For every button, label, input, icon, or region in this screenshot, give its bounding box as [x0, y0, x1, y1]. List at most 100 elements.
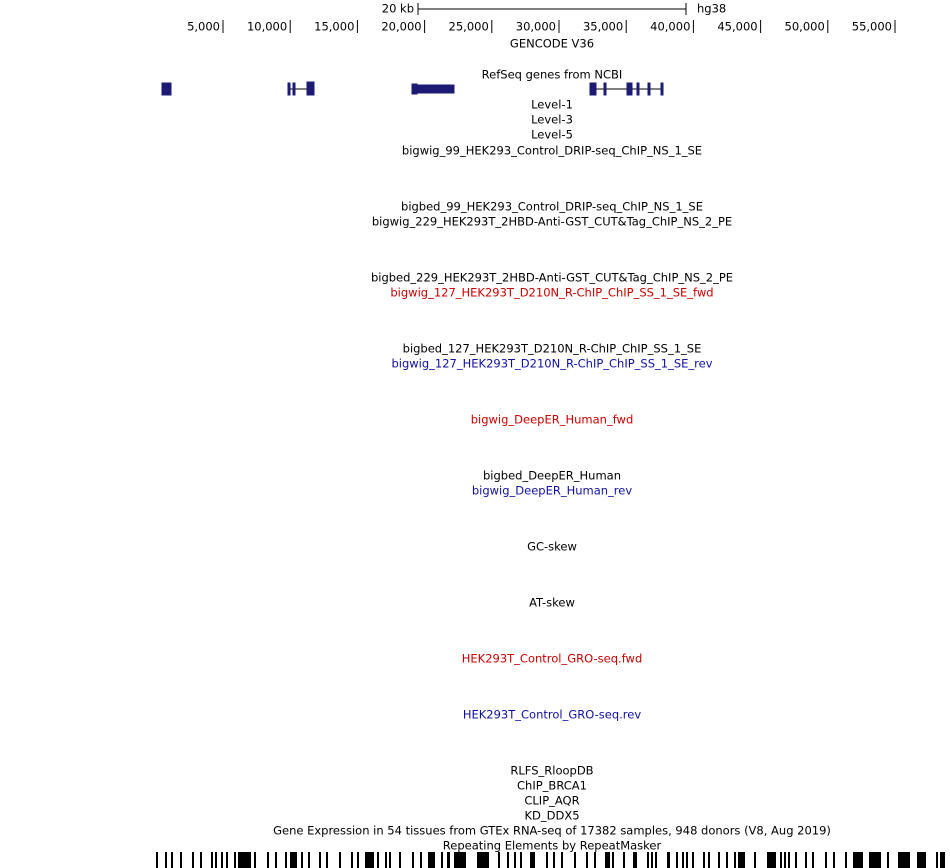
repeat-block: [171, 852, 173, 868]
repeat-block: [275, 852, 277, 868]
track-label: GENCODE V36: [510, 37, 594, 51]
track-label: bigwig_229_HEK293T_2HBD-Anti-GST_CUT&Tag…: [372, 215, 732, 229]
repeat-block: [633, 852, 637, 868]
repeat-block: [605, 852, 610, 868]
repeat-block: [805, 852, 807, 868]
repeat-block: [788, 852, 790, 868]
repeat-block: [514, 852, 516, 868]
repeat-block: [234, 852, 236, 868]
track-label: RefSeq genes from NCBI: [482, 68, 623, 82]
repeat-block: [215, 852, 217, 868]
repeat-block: [869, 852, 881, 868]
repeat-block: [574, 852, 576, 868]
track-label: Level-3: [531, 113, 573, 127]
repeat-block: [703, 852, 705, 868]
track-labels: GENCODE V36 RefSeq genes from NCBI Level-1…: [273, 37, 831, 853]
track-label: bigbed_127_HEK293T_D210N_R-ChIP_ChIP_SS_…: [403, 342, 702, 356]
repeat-block: [887, 852, 889, 868]
track-label: AT-skew: [529, 596, 575, 610]
track-label: HEK293T_Control_GRO-seq.fwd: [462, 652, 643, 666]
repeat-block: [200, 852, 202, 868]
track-label: Level-5: [531, 128, 573, 142]
ruler-label: 40,000: [650, 20, 690, 34]
track-label: ChIP_BRCA1: [517, 779, 587, 793]
ruler-label: 45,000: [717, 20, 757, 34]
scale-size: 20 kb: [382, 2, 414, 16]
repeat-block: [734, 852, 736, 868]
ruler-label: 30,000: [516, 20, 556, 34]
track-label: bigbed_229_HEK293T_2HBD-Anti-GST_CUT&Tag…: [371, 271, 733, 285]
repeat-block: [192, 852, 194, 868]
ruler-label: 55,000: [852, 20, 892, 34]
repeat-block: [447, 852, 450, 868]
repeat-block: [833, 852, 835, 868]
repeat-block: [812, 852, 814, 868]
track-label: CLIP_AQR: [524, 794, 579, 808]
track-label: bigwig_127_HEK293T_D210N_R-ChIP_ChIP_SS_…: [390, 286, 713, 300]
repeat-block: [326, 852, 328, 868]
repeat-block: [767, 852, 776, 868]
repeat-block: [682, 852, 684, 868]
track-label: bigwig_127_HEK293T_D210N_R-ChIP_ChIP_SS_…: [391, 357, 712, 371]
repeat-block: [412, 852, 414, 868]
repeat-block: [385, 852, 387, 868]
repeat-block: [780, 852, 782, 868]
ruler-label: 20,000: [381, 20, 421, 34]
track-label: Gene Expression in 54 tissues from GTEx …: [273, 824, 831, 838]
repeat-block: [165, 852, 167, 868]
track-label: bigwig_DeepER_Human_rev: [472, 484, 633, 498]
repeat-block: [319, 852, 321, 868]
repeat-block: [357, 852, 359, 868]
repeat-block: [156, 852, 158, 868]
repeat-block: [365, 852, 374, 868]
repeat-block: [477, 852, 489, 868]
track-label: bigbed_DeepER_Human: [483, 469, 621, 483]
repeat-block: [389, 852, 391, 868]
repeat-block: [940, 852, 945, 868]
repeat-block: [676, 852, 678, 868]
repeat-block: [267, 852, 269, 868]
repeat-block: [667, 852, 670, 868]
track-label: RLFS_RloopDB: [510, 764, 593, 778]
repeat-block: [647, 852, 649, 868]
repeat-block: [936, 852, 938, 868]
repeat-block: [718, 852, 720, 868]
repeat-block: [692, 852, 694, 868]
track-label: HEK293T_Control_GRO-seq.rev: [463, 708, 641, 722]
repeat-block: [399, 852, 401, 868]
repeat-block: [254, 852, 256, 868]
repeat-block: [825, 852, 827, 868]
repeat-block: [655, 852, 657, 868]
repeat-block: [290, 852, 297, 868]
repeat-block: [301, 852, 303, 868]
repeat-block: [845, 852, 847, 868]
repeat-block: [238, 852, 251, 868]
repeat-block: [553, 852, 555, 868]
repeat-block: [308, 852, 310, 868]
repeat-block: [420, 852, 422, 868]
repeat-block: [623, 852, 625, 868]
repeat-block: [651, 852, 653, 868]
repeat-block: [754, 852, 756, 868]
repeat-block: [917, 852, 926, 868]
track-label: bigwig_99_HEK293_Control_DRIP-seq_ChIP_N…: [402, 144, 702, 158]
repeat-block: [561, 852, 563, 868]
repeat-block: [520, 852, 522, 868]
track-label: Repeating Elements by RepeatMasker: [443, 839, 662, 853]
repeat-block: [221, 852, 223, 868]
repeat-block: [498, 852, 500, 868]
repeat-block: [507, 852, 509, 868]
repeat-block: [586, 852, 588, 868]
repeat-block: [226, 852, 228, 868]
repeat-block: [428, 852, 435, 868]
refseq-genes: [161, 81, 664, 96]
track-label: bigwig_DeepER_Human_fwd: [471, 413, 634, 427]
repeat-block: [612, 852, 614, 868]
repeat-block: [686, 852, 688, 868]
ruler: 5,000 10,000 15,000 20,000 25,000 30,000 35,00…: [187, 20, 896, 34]
repeat-block: [594, 852, 596, 868]
track-label: bigbed_99_HEK293_Control_DRIP-seq_ChIP_N…: [401, 200, 703, 214]
track-label: KD_DDX5: [524, 809, 579, 823]
repeat-block: [784, 852, 786, 868]
